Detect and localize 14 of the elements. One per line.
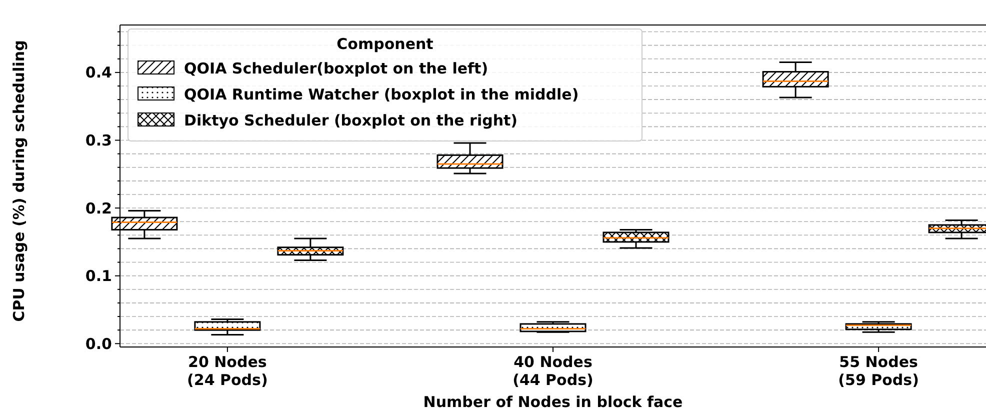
y-tick-label: 0.0 xyxy=(85,334,112,353)
x-axis-title: Number of Nodes in block face xyxy=(423,393,683,411)
legend-label: Diktyo Scheduler (boxplot on the right) xyxy=(184,111,518,130)
legend-label: QOIA Scheduler(boxplot on the left) xyxy=(184,59,488,78)
y-tick-label: 0.2 xyxy=(85,199,112,218)
legend-label: QOIA Runtime Watcher (boxplot in the middle) xyxy=(184,85,579,104)
x-tick-label: 40 Nodes (44 Pods) xyxy=(512,353,594,389)
y-tick-label: 0.3 xyxy=(85,131,112,150)
x-tick-label: 20 Nodes (24 Pods) xyxy=(187,353,268,389)
y-tick-label: 0.1 xyxy=(85,267,112,286)
legend-title: Component xyxy=(336,35,434,53)
y-tick-label: 0.4 xyxy=(85,64,112,82)
x-tick-label: 55 Nodes (59 Pods) xyxy=(838,353,919,389)
y-axis-title: CPU usage (%) during scheduling xyxy=(10,40,28,322)
